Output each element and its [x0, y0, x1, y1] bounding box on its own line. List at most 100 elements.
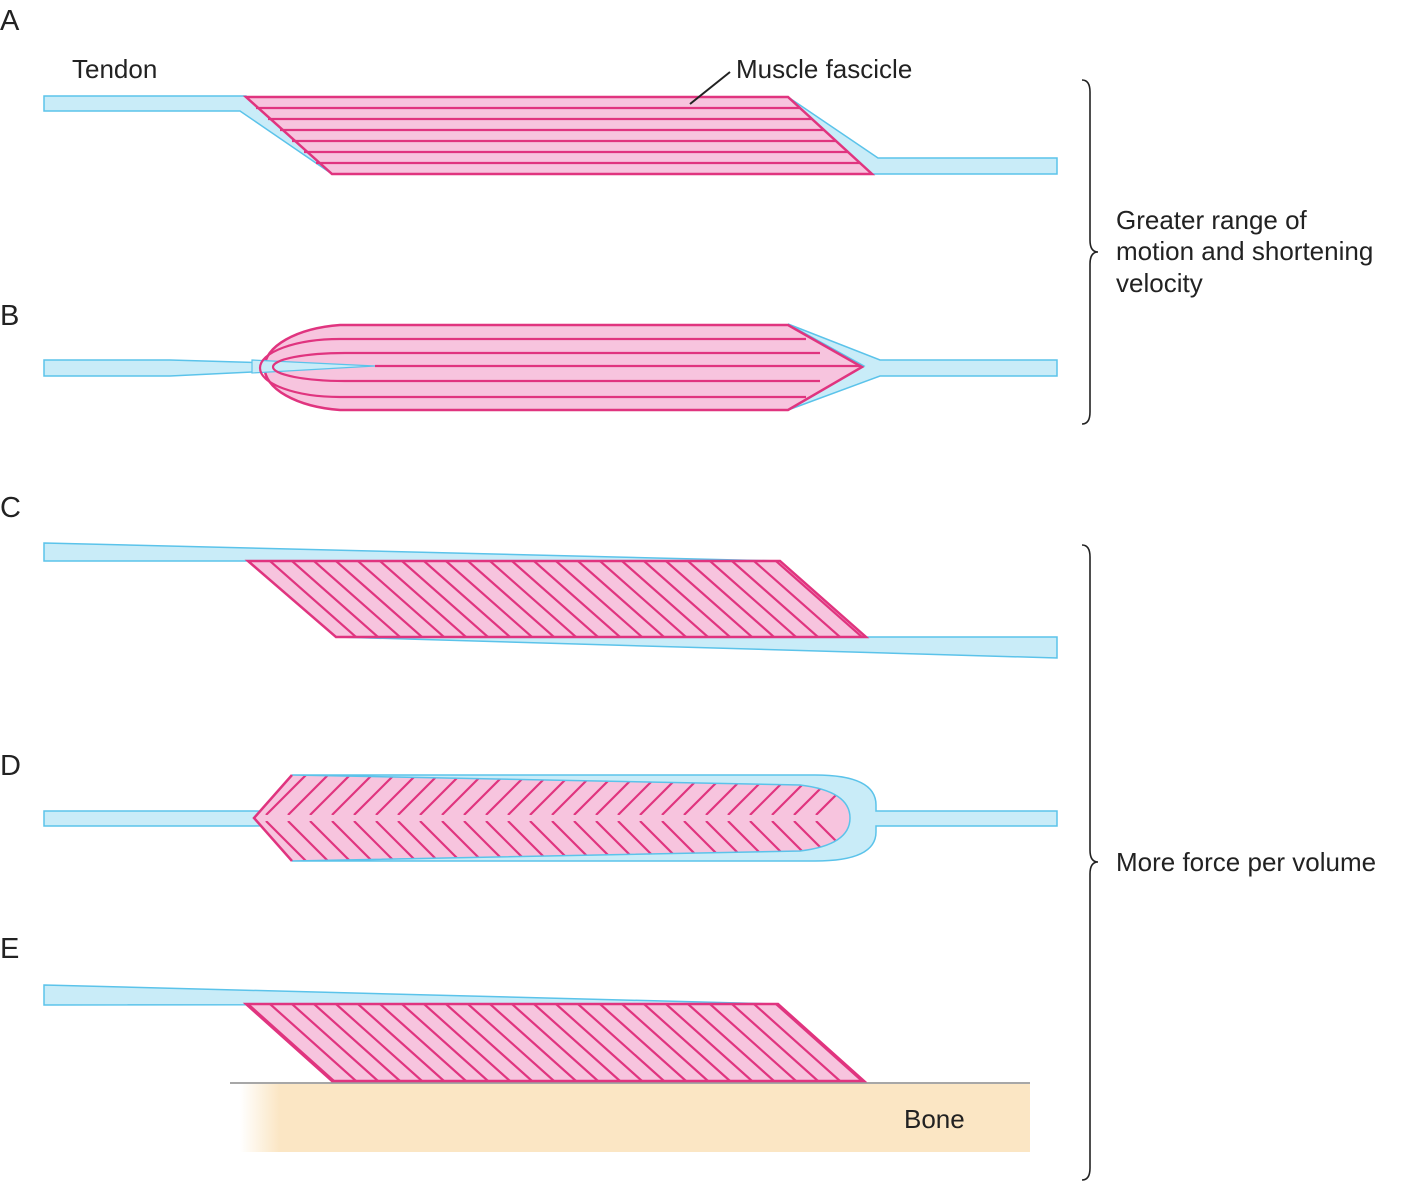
tendon-left [43, 95, 333, 175]
tendon-top [43, 542, 781, 562]
fascicle-line [533, 1004, 621, 1081]
fascicle-line [489, 1004, 577, 1081]
fascicle-line [246, 1004, 247, 1081]
muscle-fascicle-block [263, 323, 865, 412]
fascicle-line [529, 821, 571, 861]
tendon-top [43, 984, 779, 1006]
muscle-fascicle-leader [689, 71, 731, 105]
fascicle-line [269, 1004, 357, 1081]
fascicle-line [841, 1004, 864, 1081]
fascicle-line [287, 821, 329, 861]
fascicle-line [621, 1004, 709, 1081]
fascicle-line [643, 561, 731, 637]
fascicle-line [200, 821, 240, 861]
bone-label: Bone [904, 1104, 965, 1134]
fascicle-line [529, 775, 571, 815]
fascicle-line [463, 821, 505, 861]
tendon-wedge [251, 359, 376, 374]
fascicle-line [331, 775, 373, 815]
fascicle-line [599, 1004, 687, 1081]
fascicle-line [467, 1004, 555, 1081]
fascicle-line [709, 561, 797, 637]
fascicle-line [753, 561, 841, 637]
fascicle-lines [258, 337, 860, 399]
fascicle-line [507, 775, 549, 815]
fascicle-line [753, 1004, 841, 1081]
fascicle-line [577, 1004, 665, 1081]
fascicle-line [419, 775, 461, 815]
fascicle-line [419, 821, 461, 861]
fascicle-line [254, 821, 263, 861]
fascicle-line [511, 1004, 599, 1081]
fascicle-line [309, 821, 351, 861]
bracket-top-line-2: motion and shortening [1116, 236, 1373, 266]
fascicle-line [353, 821, 395, 861]
fascicle-line [551, 775, 593, 815]
fascicle-line [423, 1004, 511, 1081]
fascicle-line [467, 561, 555, 637]
fascicle-line [423, 561, 511, 637]
muscle-fascicle-label: Muscle fascicle [736, 54, 912, 84]
fascicle-lines [256, 106, 860, 165]
fascicle-line [775, 561, 863, 637]
fascicle-line [397, 821, 439, 861]
bone [240, 1084, 1030, 1152]
fascicle-line [247, 1004, 335, 1081]
fascicle-line [643, 1004, 731, 1081]
panel-label-d: D [0, 750, 21, 782]
tendon-bottom [335, 636, 1058, 659]
fascicle-line [485, 775, 527, 815]
fascicle-line [357, 561, 445, 637]
fascicle-line [775, 1004, 863, 1081]
panel-label-e: E [0, 933, 19, 965]
panel-d [43, 774, 1058, 862]
muscle-fascicle-block [248, 561, 866, 637]
tendon-label: Tendon [72, 54, 157, 84]
fascicle-line [445, 561, 533, 637]
fascicle-line [709, 1004, 797, 1081]
fascicle-line [577, 561, 665, 637]
fascicle-line [533, 561, 621, 637]
panel-a [43, 71, 1058, 176]
fascicle-line [485, 821, 527, 861]
fascicle-line [375, 775, 417, 815]
fascicle-line [687, 1004, 775, 1081]
fascicle-line [665, 1004, 753, 1081]
fascicle-line [353, 775, 395, 815]
fascicle-line [621, 561, 709, 637]
fascicle-line [731, 561, 819, 637]
fascicle-line [335, 561, 423, 637]
fascicle-line [287, 775, 329, 815]
fascicle-line [551, 821, 593, 861]
fascicle-line [309, 775, 351, 815]
fascicle-line [375, 821, 417, 861]
fascicle-line [379, 561, 467, 637]
fascicle-line [313, 1004, 401, 1081]
fascicle-line [599, 561, 687, 637]
fascicle-line [687, 561, 775, 637]
fascicle-line [463, 775, 505, 815]
bracket-top-line-1: Greater range of [1116, 205, 1308, 235]
fascicle-line [335, 1004, 423, 1081]
fascicle-line [160, 561, 246, 637]
fascicle-line [246, 1004, 269, 1081]
fascicle-line [269, 561, 357, 637]
muscle-fascicle-block [254, 775, 858, 861]
fascicle-line [665, 561, 753, 637]
fascicle-line [731, 1004, 819, 1081]
fascicle-line [441, 821, 483, 861]
fascicle-line [441, 775, 483, 815]
muscle-fascicle-block [242, 95, 876, 176]
bracket-top [1081, 79, 1099, 425]
fascicle-line [401, 1004, 489, 1081]
fascicle-line [507, 821, 549, 861]
fascicle-line [555, 561, 643, 637]
fascicle-line [254, 775, 263, 815]
panel-label-a: A [0, 5, 20, 37]
fascicle-line [248, 561, 269, 637]
fascicle-line [291, 561, 379, 637]
tendon-aponeurosis [291, 774, 1058, 862]
fascicle-line [265, 775, 307, 815]
fascicle-line [863, 1004, 864, 1081]
